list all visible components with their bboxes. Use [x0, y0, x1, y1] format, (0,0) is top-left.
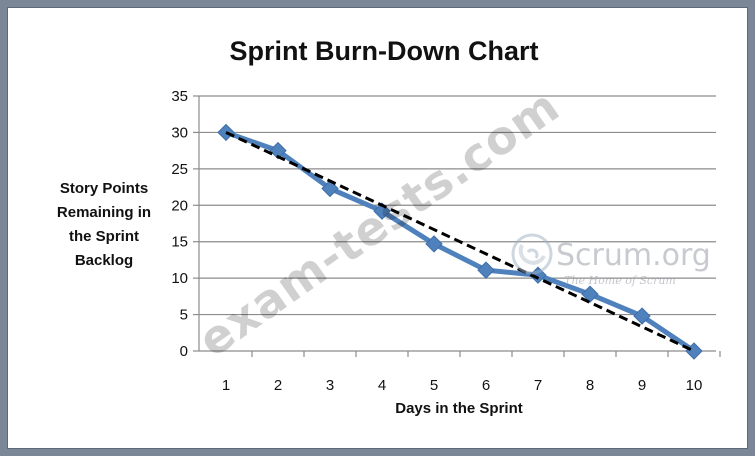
x-tick-label: 1 — [222, 377, 230, 394]
y-tick-label: 0 — [180, 343, 188, 360]
x-tick-label: 5 — [430, 377, 438, 394]
x-tick-label: 6 — [482, 377, 490, 394]
x-tick-label: 3 — [326, 377, 334, 394]
data-point-marker — [633, 307, 651, 325]
grid-lines — [193, 95, 721, 357]
x-tick-label: 4 — [378, 377, 386, 394]
y-tick-label: 35 — [171, 88, 188, 105]
y-axis-label-line: Remaining in — [57, 204, 151, 221]
y-tick-label: 30 — [171, 124, 188, 141]
y-tick-labels: 0 5 10 15 20 25 30 35 — [171, 88, 188, 360]
scrum-swirl-icon — [511, 233, 553, 275]
logo-name: Scrum.org — [556, 238, 711, 273]
ideal-trend-line — [225, 131, 695, 353]
x-tick-label: 10 — [686, 377, 703, 394]
scrum-logo: Scrum.org The Home of Scrum — [511, 233, 711, 287]
data-point-marker — [477, 261, 495, 279]
chart-title: Sprint Burn-Down Chart — [230, 36, 539, 66]
x-tick-label: 9 — [638, 377, 646, 394]
y-tick-label: 10 — [171, 270, 188, 287]
data-point-marker — [581, 285, 599, 303]
x-tick-label: 2 — [274, 377, 282, 394]
y-tick-label: 20 — [171, 197, 188, 214]
y-axis-label-line: the Sprint — [69, 228, 139, 245]
y-tick-label: 15 — [171, 234, 188, 251]
y-axis-label-line: Story Points — [60, 180, 148, 197]
watermark: exam-tests.com — [188, 78, 569, 367]
y-tick-label: 5 — [180, 307, 188, 324]
y-tick-label: 25 — [171, 161, 188, 178]
x-tick-labels: 1 2 3 4 5 6 7 8 9 10 — [222, 377, 703, 394]
x-tick-label: 7 — [534, 377, 542, 394]
data-point-marker — [425, 235, 443, 253]
logo-tagline: The Home of Scrum — [564, 274, 676, 287]
data-point-marker — [269, 141, 287, 160]
y-axis-label-line: Backlog — [75, 252, 133, 269]
y-axis-label: Story Points Remaining in the Sprint Backlo… — [57, 180, 151, 269]
x-tick-label: 8 — [586, 377, 594, 394]
x-axis-label: Days in the Sprint — [395, 400, 523, 417]
